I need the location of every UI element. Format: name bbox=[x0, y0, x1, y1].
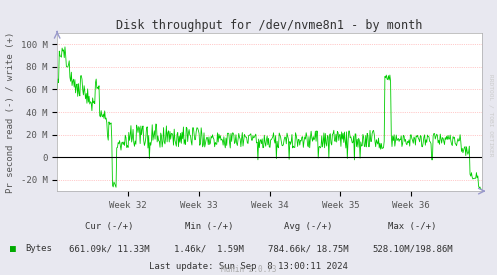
Y-axis label: Pr second read (-) / write (+): Pr second read (-) / write (+) bbox=[6, 31, 15, 193]
Text: RRDTOOL / TOBI OETIKER: RRDTOOL / TOBI OETIKER bbox=[489, 74, 494, 157]
Text: Cur (-/+): Cur (-/+) bbox=[85, 222, 134, 231]
Text: Avg (-/+): Avg (-/+) bbox=[284, 222, 332, 231]
Text: Max (-/+): Max (-/+) bbox=[388, 222, 437, 231]
Text: 784.66k/ 18.75M: 784.66k/ 18.75M bbox=[268, 244, 348, 253]
Text: Bytes: Bytes bbox=[25, 244, 52, 253]
Title: Disk throughput for /dev/nvme8n1 - by month: Disk throughput for /dev/nvme8n1 - by mo… bbox=[116, 19, 423, 32]
Text: 661.09k/ 11.33M: 661.09k/ 11.33M bbox=[69, 244, 150, 253]
Text: Last update: Sun Sep  8 13:00:11 2024: Last update: Sun Sep 8 13:00:11 2024 bbox=[149, 262, 348, 271]
Text: Munin 2.0.73: Munin 2.0.73 bbox=[221, 265, 276, 274]
Text: Min (-/+): Min (-/+) bbox=[184, 222, 233, 231]
Text: 528.10M/198.86M: 528.10M/198.86M bbox=[372, 244, 453, 253]
Text: 1.46k/  1.59M: 1.46k/ 1.59M bbox=[174, 244, 244, 253]
Text: ■: ■ bbox=[10, 244, 16, 254]
